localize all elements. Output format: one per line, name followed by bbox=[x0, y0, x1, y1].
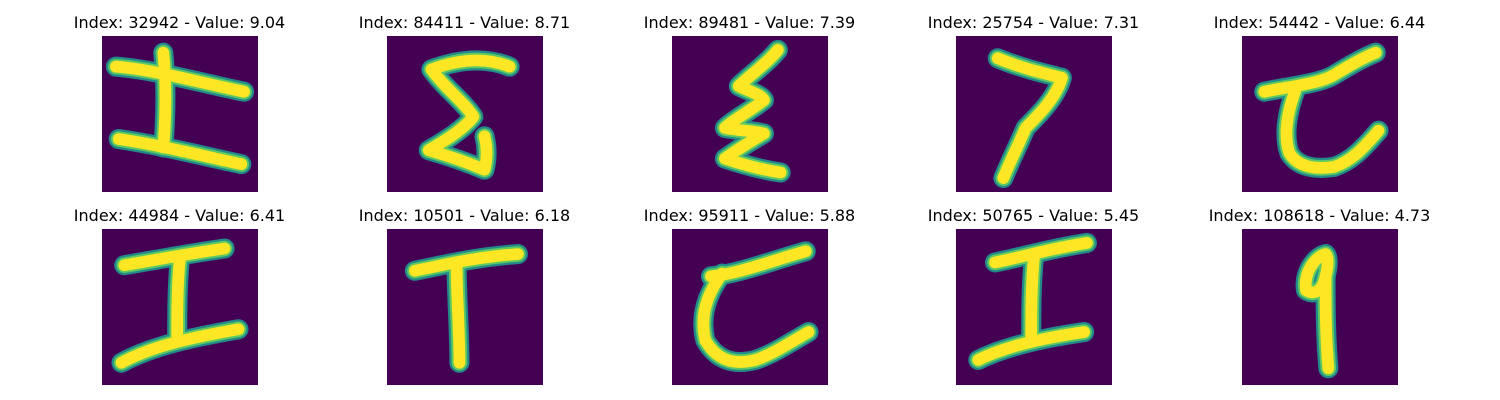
glyph-stroke bbox=[697, 267, 815, 368]
image-title: Index: 54442 - Value: 6.44 bbox=[1213, 13, 1426, 32]
glyph-stroke bbox=[1258, 46, 1382, 98]
glyph-image bbox=[102, 36, 258, 192]
image-cell: Index: 108618 - Value: 4.73 bbox=[1177, 206, 1462, 396]
image-cell: Index: 10501 - Value: 6.18 bbox=[322, 206, 607, 396]
glyph-stroke bbox=[1299, 248, 1334, 299]
glyph-stroke bbox=[118, 242, 231, 272]
image-cell: Index: 44984 - Value: 6.41 bbox=[37, 206, 322, 396]
glyph-stroke bbox=[450, 259, 466, 369]
image-cell: Index: 89481 - Value: 7.39 bbox=[607, 13, 892, 203]
glyph-image bbox=[387, 229, 543, 385]
image-cell: Index: 95911 - Value: 5.88 bbox=[607, 206, 892, 396]
image-title: Index: 10501 - Value: 6.18 bbox=[358, 206, 571, 225]
glyph-image bbox=[102, 229, 258, 385]
glyph-stroke bbox=[1025, 251, 1040, 347]
image-title: Index: 84411 - Value: 8.71 bbox=[358, 13, 571, 32]
image-cell: Index: 32942 - Value: 9.04 bbox=[37, 13, 322, 203]
glyph-stroke bbox=[112, 133, 248, 170]
glyph-stroke bbox=[1280, 85, 1385, 174]
image-title: Index: 89481 - Value: 7.39 bbox=[643, 13, 856, 32]
glyph-stroke bbox=[171, 251, 186, 344]
glyph-stroke bbox=[991, 52, 1068, 184]
image-title: Index: 25754 - Value: 7.31 bbox=[927, 13, 1140, 32]
image-title: Index: 50765 - Value: 5.45 bbox=[927, 206, 1140, 225]
glyph-stroke bbox=[1319, 270, 1335, 375]
image-title: Index: 95911 - Value: 5.88 bbox=[643, 206, 856, 225]
glyph-image bbox=[956, 36, 1112, 192]
glyph-stroke bbox=[719, 44, 787, 179]
image-title: Index: 108618 - Value: 4.73 bbox=[1208, 206, 1431, 225]
glyph-stroke bbox=[425, 54, 516, 76]
glyph-image bbox=[672, 36, 828, 192]
glyph-stroke bbox=[409, 248, 524, 277]
image-cell: Index: 50765 - Value: 5.45 bbox=[891, 206, 1176, 396]
glyph-image bbox=[672, 229, 828, 385]
glyph-stroke bbox=[422, 63, 493, 176]
glyph-image bbox=[1242, 36, 1398, 192]
glyph-stroke bbox=[972, 326, 1090, 366]
image-title: Index: 32942 - Value: 9.04 bbox=[73, 13, 286, 32]
image-cell: Index: 54442 - Value: 6.44 bbox=[1177, 13, 1462, 203]
glyph-stroke bbox=[157, 46, 172, 154]
glyph-image bbox=[1242, 229, 1398, 385]
image-cell: Index: 84411 - Value: 8.71 bbox=[322, 13, 607, 203]
glyph-image bbox=[956, 229, 1112, 385]
image-title: Index: 44984 - Value: 6.41 bbox=[73, 206, 286, 225]
image-cell: Index: 25754 - Value: 7.31 bbox=[891, 13, 1176, 203]
glyph-stroke bbox=[115, 323, 245, 369]
glyph-stroke bbox=[110, 60, 250, 98]
glyph-image bbox=[387, 36, 543, 192]
